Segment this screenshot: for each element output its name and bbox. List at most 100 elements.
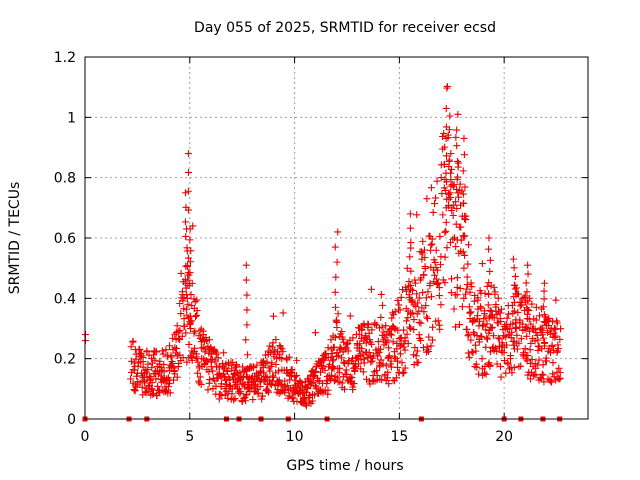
data-point (442, 134, 450, 142)
data-point (292, 383, 300, 391)
data-point (478, 260, 486, 268)
data-point (477, 304, 485, 312)
data-point (496, 317, 504, 325)
data-point (360, 359, 368, 367)
data-point (454, 189, 462, 197)
data-point (405, 291, 413, 299)
data-point (147, 373, 155, 381)
data-point (442, 227, 450, 235)
data-point (329, 357, 337, 365)
data-point (187, 291, 195, 299)
data-point (462, 216, 470, 224)
data-point (467, 279, 475, 287)
data-point (289, 393, 297, 401)
data-point (317, 368, 325, 376)
data-point (287, 369, 295, 377)
data-point (184, 150, 192, 158)
data-point (382, 362, 390, 370)
data-point (503, 314, 511, 322)
data-point (507, 352, 515, 360)
data-point (478, 333, 486, 341)
data-point (386, 330, 394, 338)
data-point (552, 332, 560, 340)
data-point (384, 336, 392, 344)
data-point (432, 246, 440, 254)
data-point (443, 178, 451, 186)
data-point (540, 342, 548, 350)
data-point (400, 326, 408, 334)
data-point (354, 360, 362, 368)
data-point (460, 151, 468, 159)
data-point (421, 253, 429, 261)
data-point (328, 364, 336, 372)
data-point (447, 169, 455, 177)
data-point (272, 335, 280, 343)
data-point (312, 383, 320, 391)
data-point (176, 326, 184, 334)
data-point (473, 332, 481, 340)
data-point (167, 353, 175, 361)
data-point (447, 150, 455, 158)
data-point (471, 341, 479, 349)
data-point (486, 256, 494, 264)
data-point (452, 323, 460, 331)
data-point (303, 384, 311, 392)
data-point (419, 249, 427, 257)
data-point (394, 363, 401, 371)
data-point (515, 339, 523, 347)
data-point (454, 110, 462, 118)
data-point (136, 346, 144, 354)
data-point (475, 370, 483, 378)
data-point (156, 357, 164, 365)
data-point (267, 381, 275, 389)
y-tick-label: 0 (67, 412, 76, 428)
data-point (385, 352, 393, 360)
data-point (527, 339, 535, 347)
data-point (435, 292, 443, 300)
data-point (452, 133, 460, 141)
data-point (293, 372, 301, 380)
data-point (454, 173, 462, 181)
data-point (182, 305, 190, 313)
data-point (152, 348, 160, 356)
data-point (309, 397, 317, 405)
data-point (194, 358, 202, 366)
data-point (437, 301, 445, 309)
data-point (446, 189, 454, 197)
data-point (355, 330, 363, 338)
data-point (183, 358, 191, 366)
data-point (338, 328, 346, 336)
data-point (188, 301, 196, 309)
data-point (253, 361, 261, 369)
data-point (205, 368, 213, 376)
data-point (522, 323, 530, 331)
data-point (555, 375, 563, 383)
data-point (367, 285, 375, 293)
data-point (244, 373, 252, 381)
data-point (548, 342, 556, 350)
data-point (494, 334, 502, 342)
data-point (436, 232, 444, 240)
data-point (410, 316, 418, 324)
data-point (453, 204, 461, 212)
data-point (484, 290, 492, 298)
data-point (310, 368, 318, 376)
data-point (332, 273, 340, 281)
data-point (391, 353, 399, 361)
data-point (483, 282, 491, 290)
data-point (420, 308, 428, 316)
data-point (486, 362, 494, 370)
data-point (365, 349, 373, 357)
data-point (243, 306, 251, 314)
data-point (395, 301, 403, 309)
data-point (392, 374, 400, 382)
y-tick-label: 0.8 (54, 171, 76, 187)
data-point (344, 347, 352, 355)
data-point (482, 326, 490, 334)
data-point (439, 132, 447, 140)
y-tick-label: 0.6 (54, 231, 76, 247)
data-point (550, 324, 558, 332)
data-point (396, 306, 404, 314)
data-point (497, 373, 505, 381)
data-point (338, 354, 346, 362)
